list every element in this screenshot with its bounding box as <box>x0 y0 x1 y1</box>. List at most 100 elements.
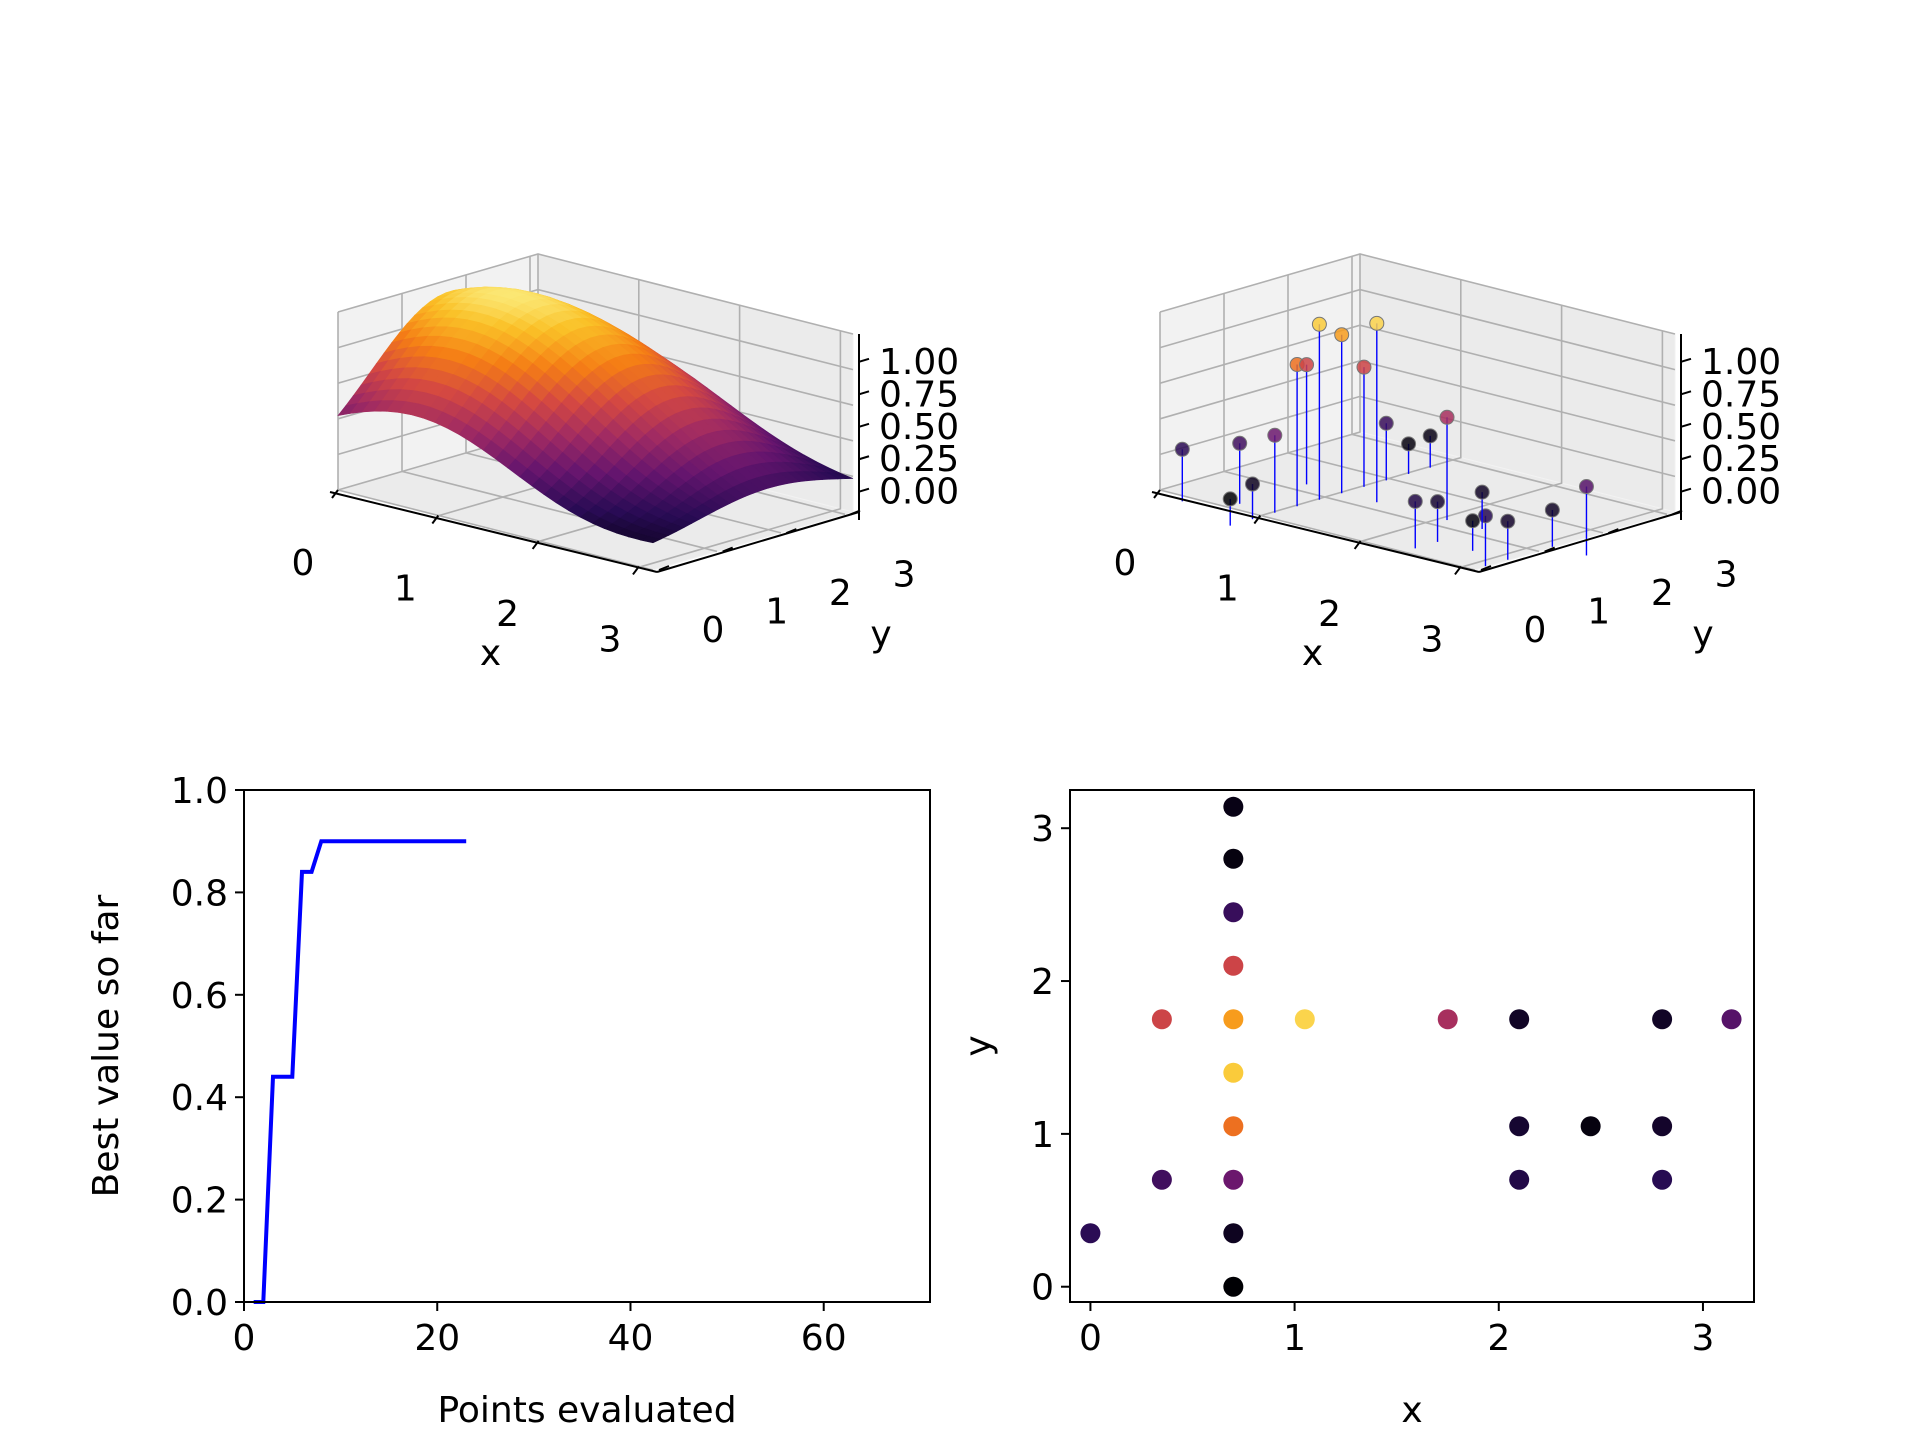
x-axis-line <box>329 491 658 573</box>
y-tick-label: 2 <box>1651 573 1674 614</box>
sample-point <box>1223 796 1244 817</box>
grid-line <box>1351 256 1668 516</box>
stem-marker <box>1401 436 1417 452</box>
x-tick-label: 20 <box>414 1318 460 1359</box>
stem-marker <box>1222 491 1238 507</box>
grid-line <box>1159 324 1676 406</box>
x-tick-label: 0 <box>1114 543 1137 584</box>
z-tick-label: 0.25 <box>1701 439 1781 480</box>
y-tick-label: 0.8 <box>171 873 228 914</box>
stem-marker <box>1311 316 1327 332</box>
grid-line <box>1287 274 1604 534</box>
y-axis-label: y <box>958 1035 999 1056</box>
y-tick-label: 0 <box>702 610 725 651</box>
x-tick-label: 3 <box>599 619 622 660</box>
z-tick-mark <box>858 390 870 396</box>
sample-point <box>1223 1223 1244 1244</box>
x-tick-label: 0 <box>1079 1318 1102 1359</box>
x-tick-mark <box>1454 565 1462 576</box>
grid-line <box>640 330 842 568</box>
sample-point <box>1080 1223 1101 1244</box>
x-axis-label: x <box>1302 633 1323 674</box>
x-tick-label: 2 <box>1487 1318 1510 1359</box>
sample-point <box>1580 1116 1601 1137</box>
y-tick-label: 0 <box>1524 610 1547 651</box>
y-axis-line <box>1478 511 1682 573</box>
samples-scatter-plot: 0 1 2 3 0 1 2 3 x y <box>958 789 1755 1431</box>
z-tick-mark <box>858 487 870 493</box>
sample-point <box>1151 1009 1172 1030</box>
z-tick-label: 1.00 <box>1701 342 1781 383</box>
z-tick-mark <box>1680 357 1692 363</box>
y-tick-label: 3 <box>893 555 916 596</box>
grid-line <box>1223 293 1540 553</box>
z-tick-mark <box>1680 390 1692 396</box>
y-tick-label: 0.2 <box>171 1181 228 1222</box>
grid-line <box>1159 253 1676 335</box>
x-tick-mark <box>431 514 440 525</box>
stem-marker <box>1407 493 1423 509</box>
y-tick-mark <box>1480 565 1492 571</box>
x-tick-mark <box>531 540 540 550</box>
x-tick-label: 0 <box>233 1318 256 1359</box>
stem-marker <box>1334 327 1350 343</box>
sample-point <box>1652 1116 1673 1137</box>
grid-line <box>1361 305 1563 542</box>
plot-frame <box>243 789 931 1303</box>
z-tick-mark <box>1680 455 1692 461</box>
sample-point <box>1509 1009 1530 1030</box>
x-tick-mark <box>1353 540 1362 550</box>
y-tick-mark <box>786 528 797 534</box>
y-tick-label: 1 <box>1587 592 1610 633</box>
x-tick-mark <box>331 489 339 499</box>
grid-line <box>1159 395 1676 478</box>
x-axis-label: Points evaluated <box>437 1390 736 1431</box>
z-tick-label: 0.25 <box>879 439 959 480</box>
stem-marker <box>1369 315 1385 331</box>
z-tick-mark <box>858 357 870 363</box>
stem-marker <box>1544 502 1560 518</box>
z-tick-label: 0.00 <box>1701 472 1781 513</box>
y-tick-label: 0.0 <box>171 1283 228 1324</box>
sample-point <box>1223 1062 1244 1083</box>
sample-point <box>1509 1116 1530 1137</box>
sample-point <box>1223 902 1244 923</box>
y-tick-label: 0.6 <box>171 976 228 1017</box>
z-tick-label: 0.50 <box>1701 407 1781 448</box>
x-tick-label: 2 <box>496 594 519 635</box>
sample-point <box>1652 1169 1673 1190</box>
stem-marker <box>1500 513 1516 529</box>
sample-point <box>1721 1009 1742 1030</box>
stem-marker <box>1356 359 1372 375</box>
y-tick-label: 1 <box>1031 1115 1054 1156</box>
stem-marker <box>1422 428 1438 444</box>
best-value-plot: 0 20 40 60 0.0 0.2 0.4 0.6 0.8 1.0 Points evaluate… <box>86 771 931 1431</box>
y-tick-label: 0 <box>1031 1268 1054 1309</box>
z-tick-mark <box>1680 422 1692 428</box>
y-tick-mark <box>849 509 861 516</box>
stem-marker <box>1245 476 1261 492</box>
z-tick-label: 0.50 <box>879 407 959 448</box>
x-tick-label: 1 <box>1283 1318 1306 1359</box>
sample-point <box>1652 1009 1673 1030</box>
x-axis-line <box>1151 491 1480 573</box>
sample-point <box>1223 1169 1244 1190</box>
grid-line <box>1159 254 1361 491</box>
z-tick-label: 1.00 <box>879 342 959 383</box>
x-axis-label: x <box>480 633 501 674</box>
stem-marker <box>1430 494 1446 510</box>
z-tick-mark <box>858 422 870 428</box>
sample-point <box>1223 1009 1244 1030</box>
grid-line <box>337 253 854 335</box>
grid-line <box>1462 330 1664 568</box>
x-tick-label: 1 <box>394 568 417 609</box>
y-axis-label: Best value so far <box>86 894 127 1197</box>
y-tick-label: 1 <box>765 592 788 633</box>
stem-marker <box>1232 435 1248 451</box>
grid-line <box>1260 279 1462 517</box>
y-axis-line <box>656 511 860 573</box>
y-axis-label: y <box>1692 614 1713 655</box>
